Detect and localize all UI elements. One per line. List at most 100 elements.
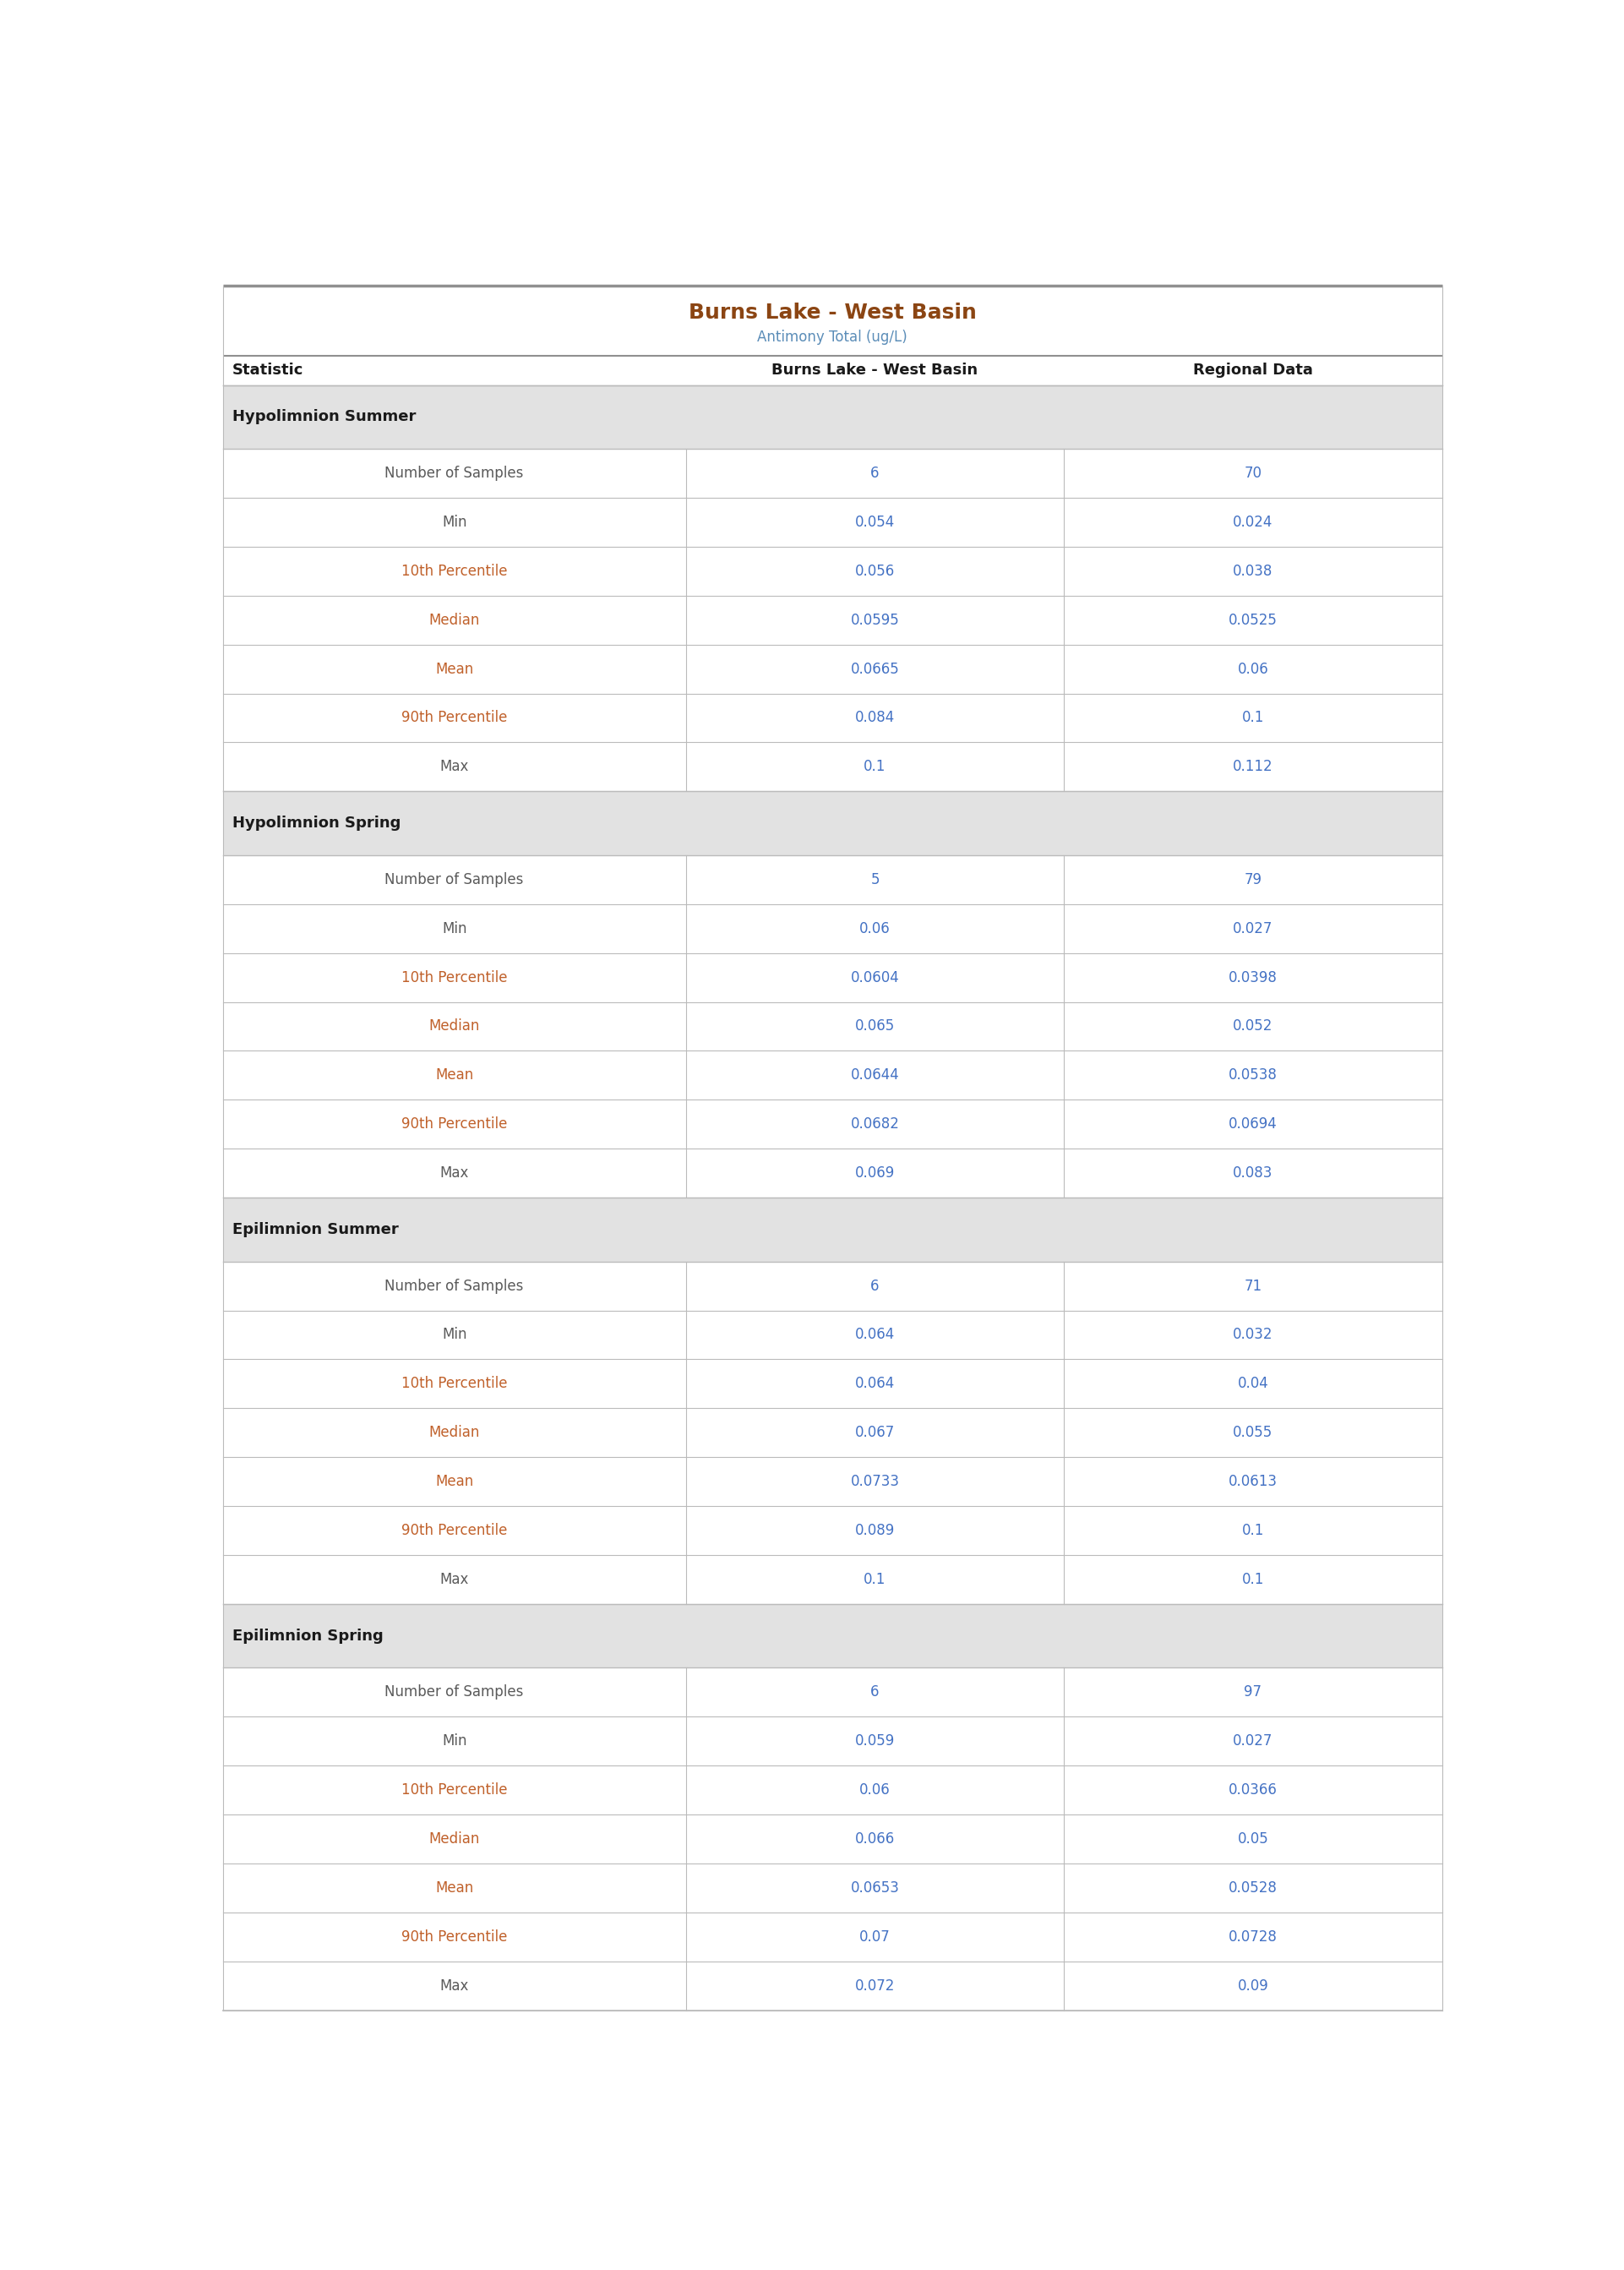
- Bar: [222, 1051, 1442, 1101]
- Text: 0.06: 0.06: [1237, 661, 1268, 676]
- Text: 0.0398: 0.0398: [1228, 969, 1278, 985]
- Text: 0.0525: 0.0525: [1228, 613, 1278, 627]
- Text: 0.055: 0.055: [1233, 1426, 1273, 1441]
- Text: 0.05: 0.05: [1237, 1832, 1268, 1848]
- Bar: [222, 386, 1442, 449]
- Text: 0.0728: 0.0728: [1228, 1930, 1278, 1945]
- Bar: [222, 1199, 1442, 1262]
- Text: 90th Percentile: 90th Percentile: [401, 711, 507, 726]
- Text: 0.0733: 0.0733: [851, 1473, 900, 1489]
- Text: 6: 6: [870, 1684, 880, 1700]
- Text: 0.072: 0.072: [854, 1979, 895, 1993]
- Text: 0.0528: 0.0528: [1228, 1880, 1278, 1895]
- Bar: [222, 1766, 1442, 1814]
- Text: 0.064: 0.064: [854, 1376, 895, 1392]
- Text: 0.0538: 0.0538: [1228, 1067, 1278, 1083]
- Text: 0.054: 0.054: [854, 515, 895, 529]
- Bar: [222, 595, 1442, 645]
- Text: 0.089: 0.089: [854, 1523, 895, 1539]
- Bar: [222, 1262, 1442, 1310]
- Bar: [222, 1507, 1442, 1555]
- Text: Mean: Mean: [435, 1473, 474, 1489]
- Bar: [222, 856, 1442, 903]
- Text: 0.04: 0.04: [1237, 1376, 1268, 1392]
- Bar: [222, 1149, 1442, 1199]
- Text: 0.027: 0.027: [1233, 1734, 1273, 1748]
- Text: 0.0613: 0.0613: [1228, 1473, 1278, 1489]
- Bar: [222, 497, 1442, 547]
- Text: Mean: Mean: [435, 661, 474, 676]
- Bar: [222, 692, 1442, 742]
- Text: Epilimnion Summer: Epilimnion Summer: [232, 1221, 400, 1237]
- Text: Hypolimnion Spring: Hypolimnion Spring: [232, 815, 401, 831]
- Text: Number of Samples: Number of Samples: [385, 1684, 525, 1700]
- Text: Max: Max: [440, 1167, 469, 1180]
- Bar: [222, 953, 1442, 1001]
- Text: Mean: Mean: [435, 1067, 474, 1083]
- Text: 6: 6: [870, 465, 880, 481]
- Text: 10th Percentile: 10th Percentile: [401, 1782, 507, 1798]
- Text: 10th Percentile: 10th Percentile: [401, 1376, 507, 1392]
- Text: 0.084: 0.084: [854, 711, 895, 726]
- Bar: [222, 792, 1442, 856]
- Text: 90th Percentile: 90th Percentile: [401, 1930, 507, 1945]
- Text: 0.07: 0.07: [859, 1930, 890, 1945]
- Text: 70: 70: [1244, 465, 1262, 481]
- Bar: [222, 356, 1442, 386]
- Bar: [222, 1001, 1442, 1051]
- Text: 0.059: 0.059: [854, 1734, 895, 1748]
- Text: 5: 5: [870, 872, 880, 888]
- Text: 0.066: 0.066: [854, 1832, 895, 1848]
- Bar: [222, 1310, 1442, 1360]
- Text: 0.083: 0.083: [1233, 1167, 1273, 1180]
- Text: Max: Max: [440, 1573, 469, 1587]
- Bar: [222, 1555, 1442, 1605]
- Text: 0.064: 0.064: [854, 1328, 895, 1342]
- Bar: [222, 1457, 1442, 1507]
- Text: Min: Min: [442, 1734, 466, 1748]
- Text: Min: Min: [442, 1328, 466, 1342]
- Text: 6: 6: [870, 1278, 880, 1294]
- Text: 0.067: 0.067: [854, 1426, 895, 1441]
- Bar: [222, 1914, 1442, 1961]
- Text: Mean: Mean: [435, 1880, 474, 1895]
- Text: 0.0665: 0.0665: [851, 661, 900, 676]
- Text: 0.0595: 0.0595: [851, 613, 900, 627]
- Text: Antimony Total (ug/L): Antimony Total (ug/L): [757, 329, 908, 345]
- Bar: [222, 1360, 1442, 1407]
- Text: 0.038: 0.038: [1233, 563, 1273, 579]
- Bar: [222, 1864, 1442, 1914]
- Bar: [222, 1605, 1442, 1668]
- Text: 0.0644: 0.0644: [851, 1067, 900, 1083]
- Text: 0.06: 0.06: [859, 1782, 890, 1798]
- Bar: [222, 903, 1442, 953]
- Text: Number of Samples: Number of Samples: [385, 872, 525, 888]
- Text: 0.1: 0.1: [1242, 1523, 1263, 1539]
- Text: Burns Lake - West Basin: Burns Lake - West Basin: [771, 363, 978, 377]
- Text: 0.0653: 0.0653: [851, 1880, 900, 1895]
- Text: 0.069: 0.069: [854, 1167, 895, 1180]
- Text: 0.1: 0.1: [1242, 1573, 1263, 1587]
- Text: Regional Data: Regional Data: [1194, 363, 1312, 377]
- Text: 0.1: 0.1: [864, 1573, 887, 1587]
- Text: 0.0682: 0.0682: [851, 1117, 900, 1133]
- Text: Median: Median: [429, 1832, 479, 1848]
- Text: Epilimnion Spring: Epilimnion Spring: [232, 1628, 383, 1643]
- Text: 90th Percentile: 90th Percentile: [401, 1117, 507, 1133]
- Text: 0.112: 0.112: [1233, 758, 1273, 774]
- Text: 10th Percentile: 10th Percentile: [401, 563, 507, 579]
- Text: 0.0694: 0.0694: [1229, 1117, 1278, 1133]
- Text: 71: 71: [1244, 1278, 1262, 1294]
- Text: 0.0366: 0.0366: [1228, 1782, 1278, 1798]
- Bar: [222, 1716, 1442, 1766]
- Text: 0.024: 0.024: [1233, 515, 1273, 529]
- Text: Max: Max: [440, 1979, 469, 1993]
- Text: Min: Min: [442, 922, 466, 935]
- Text: 10th Percentile: 10th Percentile: [401, 969, 507, 985]
- Bar: [222, 1101, 1442, 1149]
- Text: 0.09: 0.09: [1237, 1979, 1268, 1993]
- Text: 79: 79: [1244, 872, 1262, 888]
- Text: Number of Samples: Number of Samples: [385, 465, 525, 481]
- Text: Number of Samples: Number of Samples: [385, 1278, 525, 1294]
- Text: 0.027: 0.027: [1233, 922, 1273, 935]
